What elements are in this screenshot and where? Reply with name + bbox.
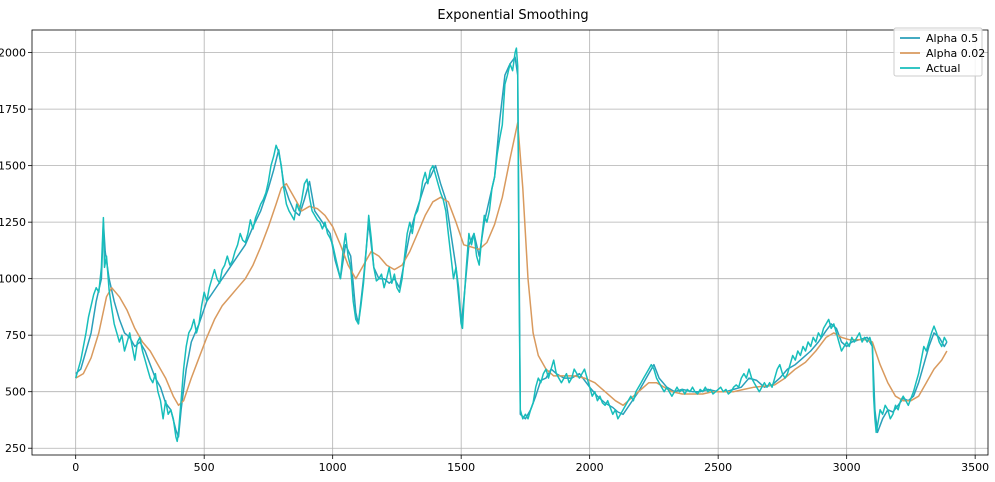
y-tick-label: 500	[5, 386, 26, 399]
x-tick-label: 500	[194, 461, 215, 474]
legend: Alpha 0.5 Alpha 0.02 Actual	[893, 27, 985, 77]
y-tick-label: 2000	[0, 47, 26, 60]
y-tick-label: 1500	[0, 160, 26, 173]
plot-area: 0 500 1000 1500 2000 2500 3000 3500 250 500 750 100…	[0, 29, 989, 474]
legend-label-actual: Actual	[926, 62, 960, 75]
y-tick-label: 250	[5, 442, 26, 455]
chart-title: Exponential Smoothing	[437, 8, 588, 23]
y-tick-label: 1750	[0, 103, 26, 116]
y-tick-label: 750	[5, 329, 26, 342]
x-tick-label: 3500	[961, 461, 989, 474]
series-line-actual	[74, 47, 948, 443]
x-tick-label: 2000	[576, 461, 604, 474]
x-tick-label: 3000	[833, 461, 861, 474]
legend-label-alpha-0-02: Alpha 0.02	[926, 47, 985, 60]
legend-box	[893, 27, 983, 77]
axes-frame	[31, 29, 989, 456]
x-tick-label: 2500	[704, 461, 732, 474]
series-line-alpha-0-02	[75, 121, 948, 407]
y-tick-label: 1000	[0, 273, 26, 286]
x-tick-label: 0	[72, 461, 79, 474]
x-tick-label: 1000	[319, 461, 347, 474]
series-line-alpha-0-5	[75, 56, 948, 438]
x-tick-label: 1500	[447, 461, 475, 474]
y-tick-label: 1250	[0, 216, 26, 229]
legend-label-alpha-0-5: Alpha 0.5	[926, 32, 978, 45]
